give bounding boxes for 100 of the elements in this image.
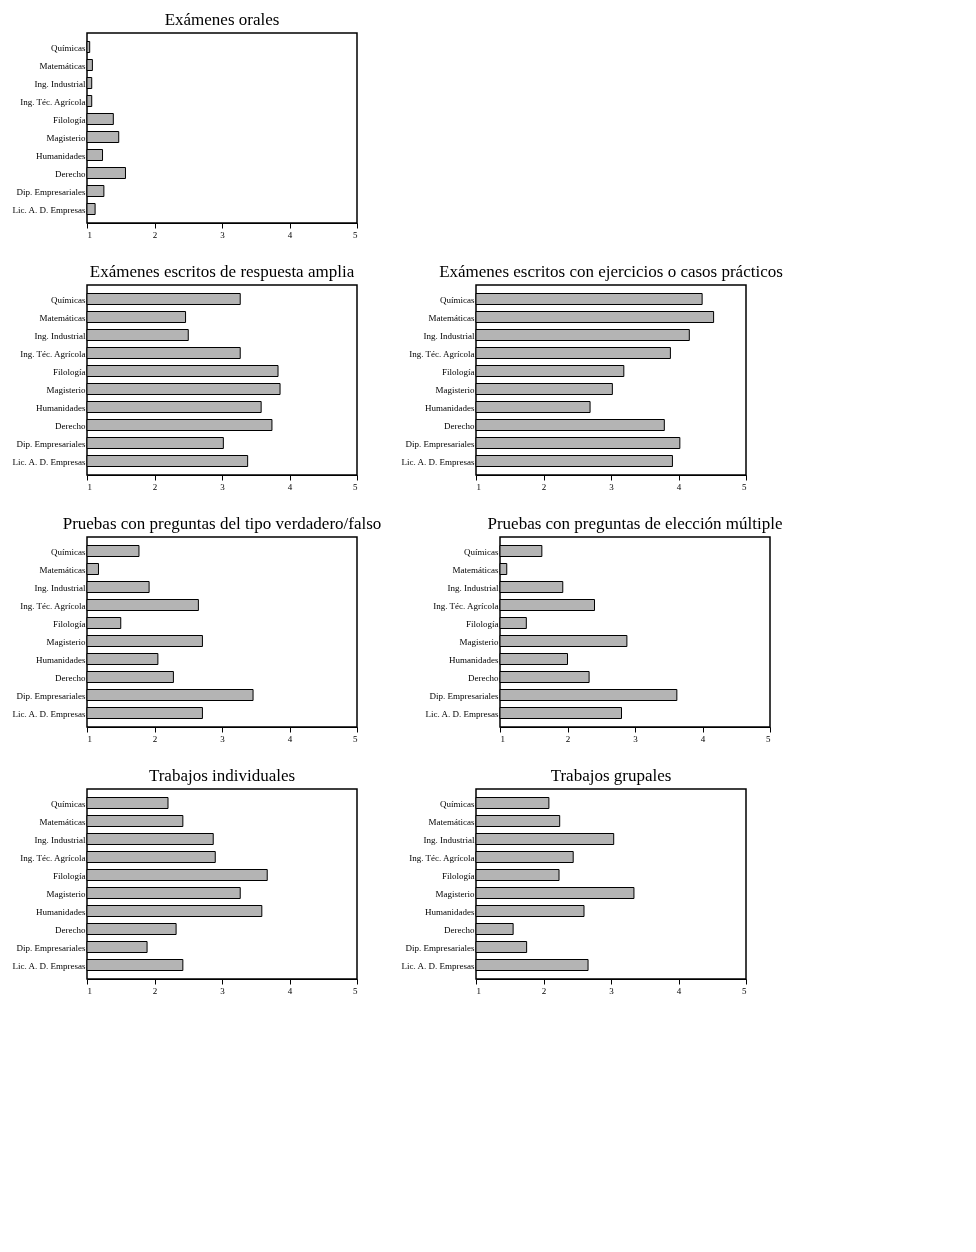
chart-title: Exámenes escritos con ejercicios o casos prácticos [439,262,783,281]
y-tick-label: Humanidades [36,654,86,665]
y-tick-label: Químicas [440,294,475,305]
x-tick-label: 4 [676,481,682,492]
chart-title: Trabajos grupales [550,766,672,785]
x-tick-label: 2 [152,733,158,744]
y-tick-label: Lic. A. D. Empresas [12,708,86,719]
y-tick-label: Matemáticas [428,816,475,827]
x-tick-label: 5 [766,733,771,744]
x-tick-label: 1 [87,481,92,492]
x-tick-label: 3 [220,229,226,240]
y-tick-label: Magisterio [46,636,86,647]
y-tick-label: Ing. Téc. Agrícola [409,348,475,359]
y-tick-label: Filología [52,618,86,629]
y-tick-label: Magisterio [46,384,86,395]
x-tick-label: 5 [742,985,747,996]
y-tick-label: Químicas [51,294,86,305]
y-tick-label: Filología [441,366,475,377]
y-tick-label: Derecho [55,168,86,179]
x-tick-label: 2 [152,985,158,996]
y-tick-label: Ing. Téc. Agrícola [433,600,499,611]
x-tick-label: 3 [220,733,226,744]
x-tick-label: 5 [353,229,358,240]
x-tick-label: 2 [152,481,158,492]
y-tick-label: Ing. Industrial [447,582,499,593]
y-tick-label: Químicas [51,42,86,53]
y-tick-label: Dip. Empresariales [16,438,86,449]
y-tick-label: Ing. Industrial [423,330,475,341]
y-tick-label: Matemáticas [452,564,499,575]
y-tick-label: Derecho [55,924,86,935]
y-tick-label: Ing. Téc. Agrícola [409,852,475,863]
y-tick-label: Lic. A. D. Empresas [425,708,499,719]
y-tick-label: Ing. Industrial [34,834,86,845]
x-tick-label: 4 [700,733,706,744]
x-tick-label: 4 [287,985,293,996]
x-tick-label: 1 [500,733,505,744]
x-tick-label: 2 [565,733,571,744]
y-tick-label: Ing. Téc. Agrícola [20,96,86,107]
y-tick-label: Dip. Empresariales [405,438,475,449]
y-tick-label: Lic. A. D. Empresas [12,204,86,215]
x-tick-label: 5 [353,985,358,996]
y-tick-label: Dip. Empresariales [16,942,86,953]
x-tick-label: 3 [609,985,615,996]
y-tick-label: Humanidades [449,654,499,665]
x-tick-label: 4 [287,229,293,240]
y-tick-label: Derecho [55,420,86,431]
y-tick-label: Matemáticas [39,816,86,827]
x-tick-label: 2 [541,985,547,996]
y-tick-label: Químicas [440,798,475,809]
y-tick-label: Magisterio [46,132,86,143]
x-tick-label: 1 [87,229,92,240]
y-tick-label: Químicas [51,546,86,557]
x-tick-label: 5 [353,733,358,744]
y-tick-label: Lic. A. D. Empresas [12,960,86,971]
x-tick-label: 2 [541,481,547,492]
x-tick-label: 2 [152,229,158,240]
y-tick-label: Magisterio [435,888,475,899]
y-tick-label: Filología [52,114,86,125]
x-tick-label: 3 [220,481,226,492]
y-tick-label: Filología [441,870,475,881]
x-tick-label: 1 [87,733,92,744]
y-tick-label: Ing. Industrial [34,78,86,89]
x-tick-label: 4 [287,481,293,492]
y-tick-label: Matemáticas [39,60,86,71]
y-tick-label: Derecho [444,924,475,935]
y-tick-label: Ing. Industrial [34,582,86,593]
x-tick-label: 1 [476,481,481,492]
x-tick-label: 5 [742,481,747,492]
y-tick-label: Derecho [444,420,475,431]
y-tick-label: Matemáticas [428,312,475,323]
x-tick-label: 3 [633,733,639,744]
y-tick-label: Humanidades [425,402,475,413]
chart-title: Pruebas con preguntas del tipo verdadero/falso [62,514,382,533]
y-tick-label: Ing. Téc. Agrícola [20,348,86,359]
y-tick-label: Químicas [464,546,499,557]
x-tick-label: 3 [609,481,615,492]
y-tick-label: Humanidades [36,150,86,161]
chart-title: Exámenes orales [164,10,280,29]
y-tick-label: Ing. Industrial [423,834,475,845]
y-tick-label: Magisterio [46,888,86,899]
y-tick-label: Dip. Empresariales [16,186,86,197]
chart-title: Pruebas con preguntas de elección múltiple [487,514,783,533]
y-tick-label: Dip. Empresariales [429,690,499,701]
y-tick-label: Ing. Téc. Agrícola [20,852,86,863]
y-tick-label: Matemáticas [39,564,86,575]
y-tick-label: Filología [52,366,86,377]
y-tick-label: Ing. Industrial [34,330,86,341]
y-tick-label: Lic. A. D. Empresas [401,456,475,467]
y-tick-label: Filología [52,870,86,881]
chart-title: Exámenes escritos de respuesta amplia [89,262,355,281]
chart-title: Trabajos individuales [148,766,296,785]
y-tick-label: Lic. A. D. Empresas [401,960,475,971]
y-tick-label: Derecho [468,672,499,683]
y-tick-label: Dip. Empresariales [405,942,475,953]
y-tick-label: Derecho [55,672,86,683]
y-tick-label: Humanidades [425,906,475,917]
y-tick-label: Químicas [51,798,86,809]
x-tick-label: 1 [476,985,481,996]
y-tick-label: Matemáticas [39,312,86,323]
x-tick-label: 4 [287,733,293,744]
